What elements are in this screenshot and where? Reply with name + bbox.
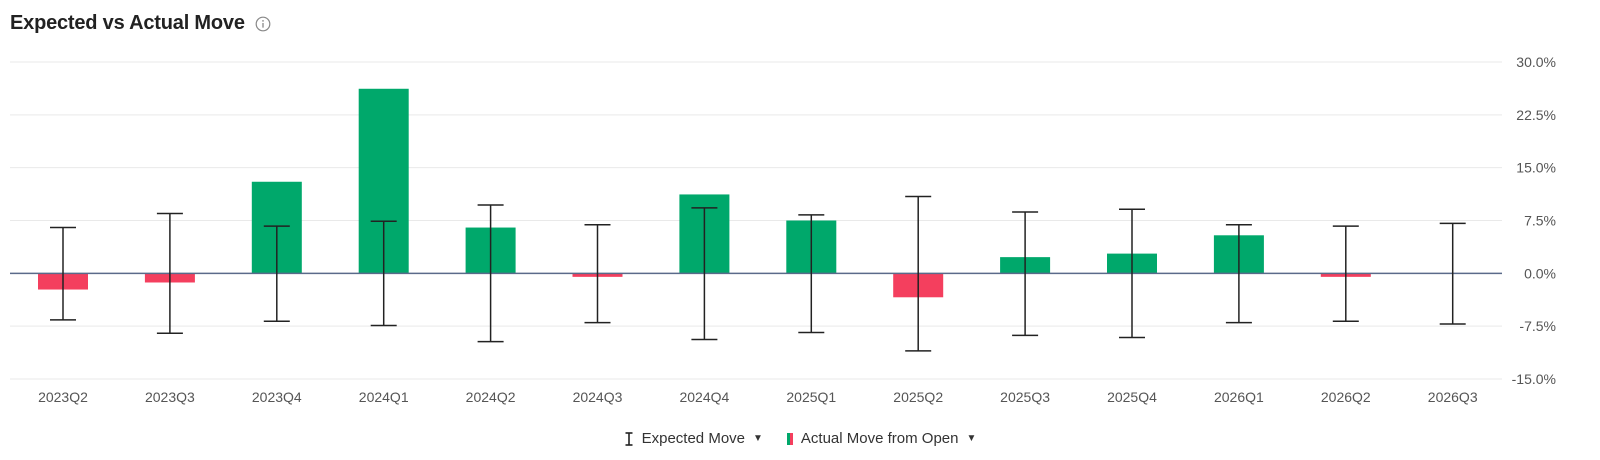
- x-tick-label: 2024Q2: [466, 389, 516, 405]
- x-tick-label: 2026Q2: [1321, 389, 1371, 405]
- y-tick-label: 15.0%: [1516, 160, 1556, 176]
- errorbar-expected-move: [1119, 208, 1145, 339]
- caret-down-icon[interactable]: ▼: [966, 433, 977, 444]
- y-tick-label: 30.0%: [1516, 54, 1556, 70]
- errorbar-expected-move: [263, 225, 290, 322]
- x-tick-label: 2024Q4: [679, 389, 729, 405]
- errorbar-expected-move: [691, 207, 718, 341]
- x-tick-label: 2025Q2: [893, 389, 943, 405]
- chart-header: Expected vs Actual Move: [10, 12, 271, 35]
- legend-item-expected-move[interactable]: Expected Move ▼: [624, 430, 763, 447]
- chart-legend: Expected Move ▼ Actual Move from Open ▼: [0, 430, 1600, 447]
- bar-symbol-icon: [786, 432, 793, 445]
- y-tick-label: 22.5%: [1516, 107, 1556, 123]
- x-tick-label: 2023Q4: [252, 389, 302, 405]
- expected-vs-actual-chart: 30.0% 22.5% 15.0% 7.5% 0.0% -7.5% -15.0% 2023Q2…: [10, 54, 1556, 405]
- x-tick-label: 2025Q3: [1000, 389, 1050, 405]
- info-circle-icon[interactable]: [255, 16, 271, 32]
- errorbar-expected-move: [156, 212, 183, 334]
- errorbar-expected-move: [1332, 225, 1359, 322]
- x-tick-label: 2023Q2: [38, 389, 88, 405]
- x-tick-label: 2024Q3: [573, 389, 623, 405]
- x-tick-label: 2025Q4: [1107, 389, 1157, 405]
- errorbar-expected-move: [1012, 211, 1039, 337]
- x-tick-label: 2026Q1: [1214, 389, 1264, 405]
- x-tick-label: 2023Q3: [145, 389, 195, 405]
- x-tick-label: 2026Q3: [1428, 389, 1478, 405]
- errorbar-expected-move: [905, 195, 932, 352]
- errorbar-expected-move: [477, 204, 504, 343]
- errorbar-expected-move: [798, 214, 825, 334]
- errorbar-expected-move: [584, 223, 611, 324]
- x-tick-label: 2024Q1: [359, 389, 409, 405]
- errorbar-expected-move: [50, 226, 76, 321]
- legend-label-actual-move: Actual Move from Open: [800, 430, 959, 447]
- y-tick-label: -7.5%: [1519, 318, 1556, 334]
- legend-item-actual-move[interactable]: Actual Move from Open ▼: [786, 430, 977, 447]
- errorbar-expected-move: [1439, 222, 1466, 325]
- errorbar-expected-move: [370, 220, 397, 327]
- y-tick-label: 0.0%: [1524, 265, 1556, 281]
- y-tick-label: 7.5%: [1524, 213, 1556, 229]
- chart-title: Expected vs Actual Move: [10, 12, 245, 34]
- x-tick-label: 2025Q1: [786, 389, 836, 405]
- legend-label-expected-move: Expected Move: [641, 430, 745, 447]
- errorbar-symbol-icon: [625, 431, 633, 446]
- caret-down-icon[interactable]: ▼: [753, 433, 763, 444]
- y-tick-label: -15.0%: [1512, 371, 1556, 387]
- errorbar-expected-move: [1225, 223, 1252, 324]
